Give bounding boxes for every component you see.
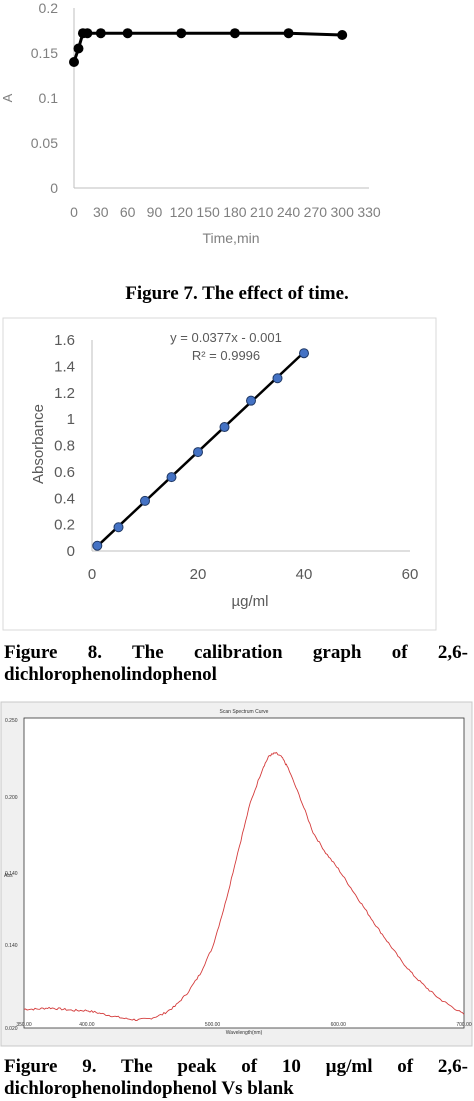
figure8-caption-line1: Figure 8. The calibration graph of 2,6- [4, 642, 468, 663]
figure7-y-axis-label: A [0, 93, 15, 102]
figure7-y-tick-label: 0.05 [31, 135, 58, 151]
figure7-x-tick-label: 30 [93, 204, 109, 220]
figure9-y-tick-label: 0.020 [5, 1026, 18, 1032]
figure7-caption: Figure 7. The effect of time. [125, 283, 349, 304]
figure8-x-axis-label: µg/ml [232, 593, 269, 610]
figure8-x-tick-label: 40 [296, 566, 313, 583]
figure8-y-tick-label: 1.2 [54, 385, 75, 402]
figure7-x-tick-label: 150 [196, 204, 220, 220]
figure8-data-point [272, 373, 283, 384]
figure7-y-tick-label: 0 [50, 180, 58, 196]
figure8-data-point [193, 447, 203, 458]
figure7-plot-area [73, 8, 369, 189]
figure9-x-tick-label: 500.00 [205, 1022, 221, 1028]
figure8-y-axis-label: Absorbance [30, 404, 47, 484]
figure7-x-tick-label: 180 [223, 204, 247, 220]
figure9-x-tick-label: 600.00 [331, 1022, 347, 1028]
figure8-r-squared: R² = 0.9996 [192, 348, 260, 363]
figure9-y-tick-label: 0.200 [5, 795, 18, 801]
figure7-x-axis-label: Time,min [202, 230, 259, 246]
figure9-spectrum-line [23, 751, 465, 1021]
figure8-y-tick-labels: 0 0.2 0.4 0.6 0.8 1 1.2 1.4 1.6 [54, 332, 75, 560]
figure8-data-point [246, 395, 256, 406]
figure9-x-tick-label: 350.00 [16, 1022, 32, 1028]
figure9-x-tick-label: 400.00 [79, 1022, 95, 1028]
figure8-chart: 0 0.2 0.4 0.6 0.8 1 1.2 1.4 1.6 0 20 40 60 y = 0.03… [2, 317, 437, 631]
figure8-x-tick-label: 60 [402, 566, 419, 583]
figure7-data-point [73, 43, 84, 54]
figure9-y-tick-label: 0.250 [5, 718, 18, 724]
figure8-x-tick-labels: 0 20 40 60 [88, 566, 419, 583]
figure7-x-tick-label: 240 [277, 204, 301, 220]
figure8-x-tick-label: 0 [88, 566, 96, 583]
figure9-x-tick-label: 700.00 [456, 1022, 472, 1028]
figure8-y-tick-label: 1.4 [54, 358, 75, 375]
figure7-chart: 0 0.05 0.1 0.15 0.2 0 30 60 90 120 150 180 210 240 27… [0, 0, 381, 246]
figure8-data-point [140, 495, 150, 506]
figure7-data-point [337, 30, 348, 40]
figure9-series [23, 751, 465, 1021]
figure7-x-tick-label: 60 [120, 204, 136, 220]
figure7-x-tick-label: 330 [357, 204, 381, 220]
figure9-title: Scan Spectrum Curve [220, 709, 269, 715]
figure9-plot-frame [23, 717, 465, 1029]
figure7-x-tick-labels: 0 30 60 90 120 150 180 210 240 270 300 330 [70, 204, 381, 220]
figure8-data-point [219, 422, 230, 433]
figure8-x-tick-label: 20 [190, 566, 207, 583]
figure8-y-tick-label: 1.6 [54, 332, 75, 349]
figure9-y-tick-label: 0.140 [5, 943, 18, 949]
figure8-caption-line2: dichlorophenolindophenol [4, 664, 217, 685]
figure8-y-tick-label: 0 [67, 543, 75, 560]
figure7-x-tick-label: 300 [331, 204, 355, 220]
figure9-x-tick-labels: 350.00 400.00 500.00 600.00 700.00 [16, 1022, 472, 1028]
figure8-plot-area [91, 340, 410, 552]
figure8-y-tick-label: 0.4 [54, 490, 75, 507]
figure8-y-tick-label: 0.8 [54, 438, 75, 455]
figure8-trendline-equation: y = 0.0377x - 0.001 [170, 330, 282, 345]
figure9-chart: Scan Spectrum Curve Abs Wavelength(nm) 0… [0, 701, 473, 1047]
figure7-x-tick-label: 270 [304, 204, 328, 220]
figure8-y-tick-label: 0.6 [54, 464, 75, 481]
figure9-caption-line2: dichlorophenolindophenol Vs blank [4, 1078, 294, 1099]
figure8-chart-border [2, 317, 437, 631]
figure8-series [92, 348, 309, 551]
figure8-y-tick-label: 0.2 [54, 517, 75, 534]
figure8-data-point [92, 540, 103, 551]
figure7-y-tick-label: 0.15 [31, 45, 58, 61]
figure7-data-point [283, 28, 294, 39]
figure9-caption-line1: Figure 9. The peak of 10 µg/ml of 2,6- [4, 1056, 468, 1077]
figure7-x-tick-label: 210 [250, 204, 274, 220]
figure8-data-point [299, 348, 309, 359]
figure9-x-axis-label: Wavelength(nm) [226, 1030, 263, 1036]
figure7-x-tick-label: 90 [147, 204, 163, 220]
figure8-data-point [113, 522, 124, 533]
figure7-y-tick-label: 0.2 [39, 0, 59, 16]
figure9-y-tick-label: 0.140 [5, 871, 18, 877]
figure8-y-tick-label: 1 [67, 411, 75, 428]
figure7-data-point [122, 28, 133, 39]
figure7-data-point [82, 28, 93, 39]
figure7-x-tick-label: 0 [70, 204, 78, 220]
figure7-data-point [229, 28, 240, 39]
figure7-data-point [95, 28, 106, 39]
figure9-y-axis-label: Abs [4, 873, 13, 879]
figure9-y-tick-labels: 0.020 0.140 0.140 0.200 0.250 [5, 718, 18, 1032]
figure7-y-tick-labels: 0 0.05 0.1 0.15 0.2 [31, 0, 58, 196]
figure7-x-tick-label: 120 [170, 204, 194, 220]
figure7-series-line [72, 31, 343, 63]
figure7-series [69, 28, 348, 67]
figure7-data-point [69, 57, 79, 67]
figure7-y-tick-label: 0.1 [39, 90, 59, 106]
figure8-data-point [166, 472, 177, 483]
figure7-data-point [176, 28, 187, 39]
